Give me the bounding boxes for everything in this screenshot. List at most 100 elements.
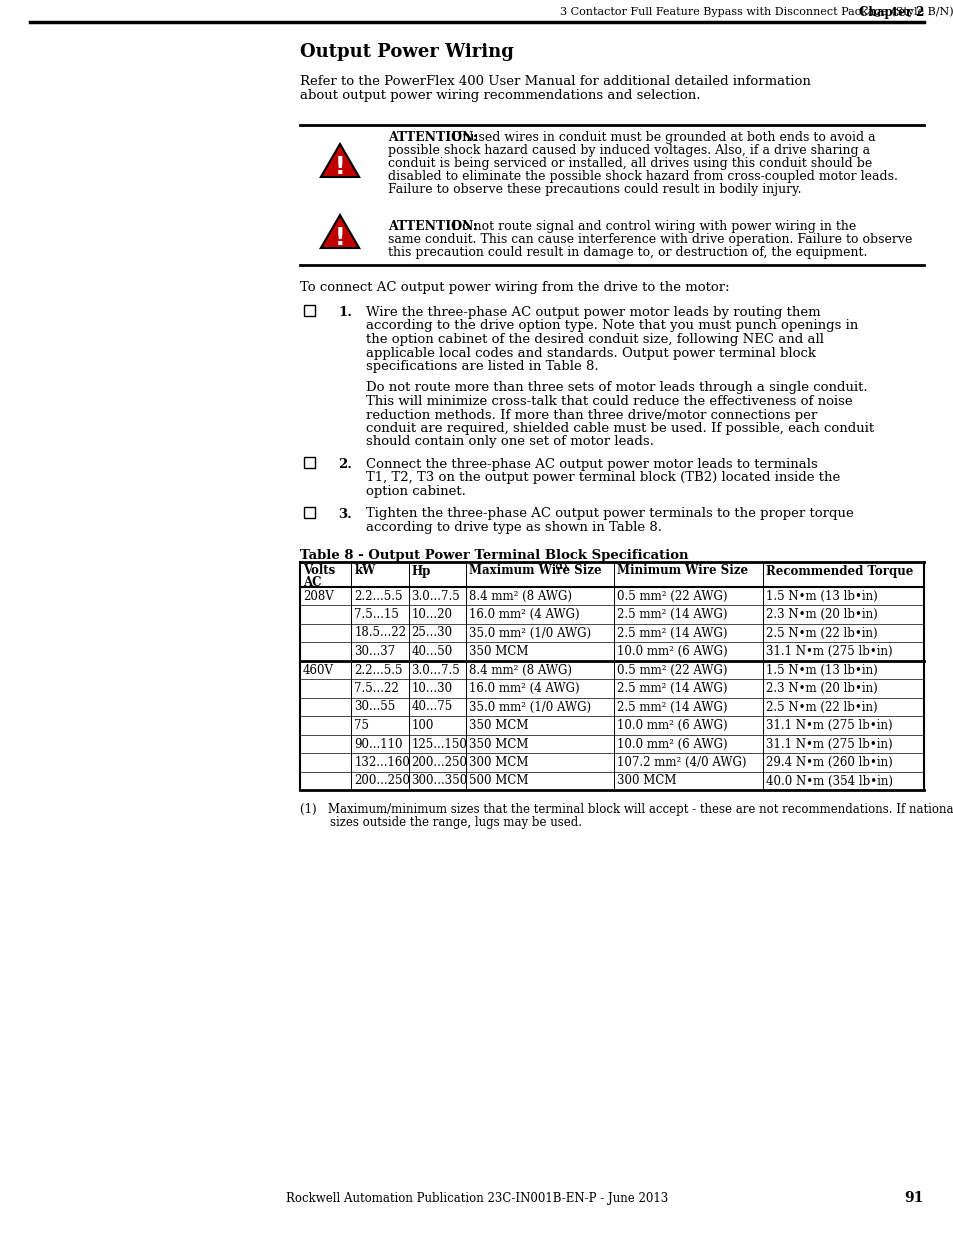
Text: 2.5 mm² (14 AWG): 2.5 mm² (14 AWG) <box>617 608 727 621</box>
Text: !: ! <box>335 156 345 179</box>
Text: 8.4 mm² (8 AWG): 8.4 mm² (8 AWG) <box>469 663 572 677</box>
Text: Recommended Torque: Recommended Torque <box>765 564 912 578</box>
Text: Volts: Volts <box>303 564 335 578</box>
Text: disabled to eliminate the possible shock hazard from cross-coupled motor leads.: disabled to eliminate the possible shock… <box>388 170 897 183</box>
Text: 125...150: 125...150 <box>411 737 467 751</box>
Text: 35.0 mm² (1/0 AWG): 35.0 mm² (1/0 AWG) <box>469 700 591 714</box>
Text: Maximum Wire Size: Maximum Wire Size <box>469 564 601 578</box>
Text: Do not route more than three sets of motor leads through a single conduit.: Do not route more than three sets of mot… <box>366 382 866 394</box>
Text: 35.0 mm² (1/0 AWG): 35.0 mm² (1/0 AWG) <box>469 626 591 640</box>
Text: conduit is being serviced or installed, all drives using this conduit should be: conduit is being serviced or installed, … <box>388 157 871 170</box>
Text: ATTENTION:: ATTENTION: <box>388 131 477 144</box>
Text: Tighten the three-phase AC output power terminals to the proper torque: Tighten the three-phase AC output power … <box>366 508 853 520</box>
Text: 2.5 mm² (14 AWG): 2.5 mm² (14 AWG) <box>617 682 727 695</box>
Text: T1, T2, T3 on the output power terminal block (TB2) located inside the: T1, T2, T3 on the output power terminal … <box>366 472 840 484</box>
Polygon shape <box>320 144 358 177</box>
Text: conduit are required, shielded cable must be used. If possible, each conduit: conduit are required, shielded cable mus… <box>366 422 873 435</box>
Text: possible shock hazard caused by induced voltages. Also, if a drive sharing a: possible shock hazard caused by induced … <box>388 144 869 157</box>
Text: Refer to the PowerFlex 400 User Manual for additional detailed information: Refer to the PowerFlex 400 User Manual f… <box>299 75 810 88</box>
Text: 107.2 mm² (4/0 AWG): 107.2 mm² (4/0 AWG) <box>617 756 746 769</box>
Text: 300 MCM: 300 MCM <box>469 756 528 769</box>
Text: 3.0...7.5: 3.0...7.5 <box>411 663 460 677</box>
Text: Chapter 2: Chapter 2 <box>858 6 923 19</box>
Text: option cabinet.: option cabinet. <box>366 485 465 498</box>
Text: 208V: 208V <box>303 589 334 603</box>
Text: To connect AC output power wiring from the drive to the motor:: To connect AC output power wiring from t… <box>299 282 729 294</box>
Text: 10.0 mm² (6 AWG): 10.0 mm² (6 AWG) <box>617 737 727 751</box>
Text: 2.3 N•m (20 lb•in): 2.3 N•m (20 lb•in) <box>765 608 877 621</box>
Text: 40...50: 40...50 <box>411 645 453 658</box>
Text: about output power wiring recommendations and selection.: about output power wiring recommendation… <box>299 89 700 103</box>
Text: 31.1 N•m (275 lb•in): 31.1 N•m (275 lb•in) <box>765 737 892 751</box>
Text: Unused wires in conduit must be grounded at both ends to avoid a: Unused wires in conduit must be grounded… <box>448 131 875 144</box>
Text: 200...250: 200...250 <box>354 774 410 788</box>
Text: applicable local codes and standards. Output power terminal block: applicable local codes and standards. Ou… <box>366 347 815 359</box>
Text: 10...30: 10...30 <box>411 682 453 695</box>
Text: 2.2...5.5: 2.2...5.5 <box>354 663 402 677</box>
Text: reduction methods. If more than three drive/motor connections per: reduction methods. If more than three dr… <box>366 409 817 421</box>
Text: 75: 75 <box>354 719 369 732</box>
Text: sizes outside the range, lugs may be used.: sizes outside the range, lugs may be use… <box>299 816 581 829</box>
Text: 3.: 3. <box>337 508 352 520</box>
Text: 350 MCM: 350 MCM <box>469 645 528 658</box>
Text: Failure to observe these precautions could result in bodily injury.: Failure to observe these precautions cou… <box>388 183 801 196</box>
Text: 29.4 N•m (260 lb•in): 29.4 N•m (260 lb•in) <box>765 756 892 769</box>
Text: 300...350: 300...350 <box>411 774 467 788</box>
Text: 30...37: 30...37 <box>354 645 395 658</box>
Text: 500 MCM: 500 MCM <box>469 774 528 788</box>
Text: Rockwell Automation Publication 23C-IN001B-EN-P - June 2013: Rockwell Automation Publication 23C-IN00… <box>286 1192 667 1205</box>
Text: 1.5 N•m (13 lb•in): 1.5 N•m (13 lb•in) <box>765 663 877 677</box>
Text: 2.5 mm² (14 AWG): 2.5 mm² (14 AWG) <box>617 700 727 714</box>
Text: 7.5...22: 7.5...22 <box>354 682 398 695</box>
Text: ATTENTION:: ATTENTION: <box>388 220 477 233</box>
Text: 40...75: 40...75 <box>411 700 453 714</box>
Text: the option cabinet of the desired conduit size, following NEC and all: the option cabinet of the desired condui… <box>366 333 823 346</box>
Text: same conduit. This can cause interference with drive operation. Failure to obser: same conduit. This can cause interferenc… <box>388 233 911 246</box>
Text: 16.0 mm² (4 AWG): 16.0 mm² (4 AWG) <box>469 608 579 621</box>
Text: 10.0 mm² (6 AWG): 10.0 mm² (6 AWG) <box>617 645 727 658</box>
Text: 100: 100 <box>411 719 434 732</box>
Text: 132...160: 132...160 <box>354 756 410 769</box>
Text: (1)   Maximum/minimum sizes that the terminal block will accept - these are not : (1) Maximum/minimum sizes that the termi… <box>299 803 953 816</box>
Text: according to the drive option type. Note that you must punch openings in: according to the drive option type. Note… <box>366 320 858 332</box>
Text: 0.5 mm² (22 AWG): 0.5 mm² (22 AWG) <box>617 589 727 603</box>
Text: AC: AC <box>303 576 321 589</box>
Text: 2.: 2. <box>337 458 352 471</box>
Text: 3.0...7.5: 3.0...7.5 <box>411 589 460 603</box>
Text: this precaution could result in damage to, or destruction of, the equipment.: this precaution could result in damage t… <box>388 246 866 259</box>
Text: Hp: Hp <box>411 564 431 578</box>
Text: 90...110: 90...110 <box>354 737 402 751</box>
Polygon shape <box>320 215 358 248</box>
Text: 2.3 N•m (20 lb•in): 2.3 N•m (20 lb•in) <box>765 682 877 695</box>
Text: 0.5 mm² (22 AWG): 0.5 mm² (22 AWG) <box>617 663 727 677</box>
Text: 31.1 N•m (275 lb•in): 31.1 N•m (275 lb•in) <box>765 719 892 732</box>
Text: according to drive type as shown in Table 8.: according to drive type as shown in Tabl… <box>366 521 661 534</box>
Text: Minimum Wire Size: Minimum Wire Size <box>617 564 748 578</box>
Bar <box>304 506 314 517</box>
Text: 2.5 N•m (22 lb•in): 2.5 N•m (22 lb•in) <box>765 700 877 714</box>
Text: This will minimize cross-talk that could reduce the effectiveness of noise: This will minimize cross-talk that could… <box>366 395 852 408</box>
Text: 1.: 1. <box>337 306 352 319</box>
Text: !: ! <box>335 226 345 251</box>
Text: Connect the three-phase AC output power motor leads to terminals: Connect the three-phase AC output power … <box>366 458 817 471</box>
Text: kW: kW <box>354 564 375 578</box>
Bar <box>304 457 314 468</box>
Text: 350 MCM: 350 MCM <box>469 719 528 732</box>
Text: 460V: 460V <box>303 663 334 677</box>
Text: 200...250: 200...250 <box>411 756 467 769</box>
Text: Output Power Wiring: Output Power Wiring <box>299 43 514 61</box>
Text: 40.0 N•m (354 lb•in): 40.0 N•m (354 lb•in) <box>765 774 892 788</box>
Text: should contain only one set of motor leads.: should contain only one set of motor lea… <box>366 436 653 448</box>
Text: 91: 91 <box>903 1191 923 1205</box>
Text: Wire the three-phase AC output power motor leads by routing them: Wire the three-phase AC output power mot… <box>366 306 820 319</box>
Text: 30...55: 30...55 <box>354 700 395 714</box>
Text: 10.0 mm² (6 AWG): 10.0 mm² (6 AWG) <box>617 719 727 732</box>
Text: 2.5 N•m (22 lb•in): 2.5 N•m (22 lb•in) <box>765 626 877 640</box>
Bar <box>304 305 314 316</box>
Text: 350 MCM: 350 MCM <box>469 737 528 751</box>
Text: 10...20: 10...20 <box>411 608 452 621</box>
Text: 2.5 mm² (14 AWG): 2.5 mm² (14 AWG) <box>617 626 727 640</box>
Text: 25...30: 25...30 <box>411 626 453 640</box>
Text: 2.2...5.5: 2.2...5.5 <box>354 589 402 603</box>
Text: 18.5...22: 18.5...22 <box>354 626 406 640</box>
